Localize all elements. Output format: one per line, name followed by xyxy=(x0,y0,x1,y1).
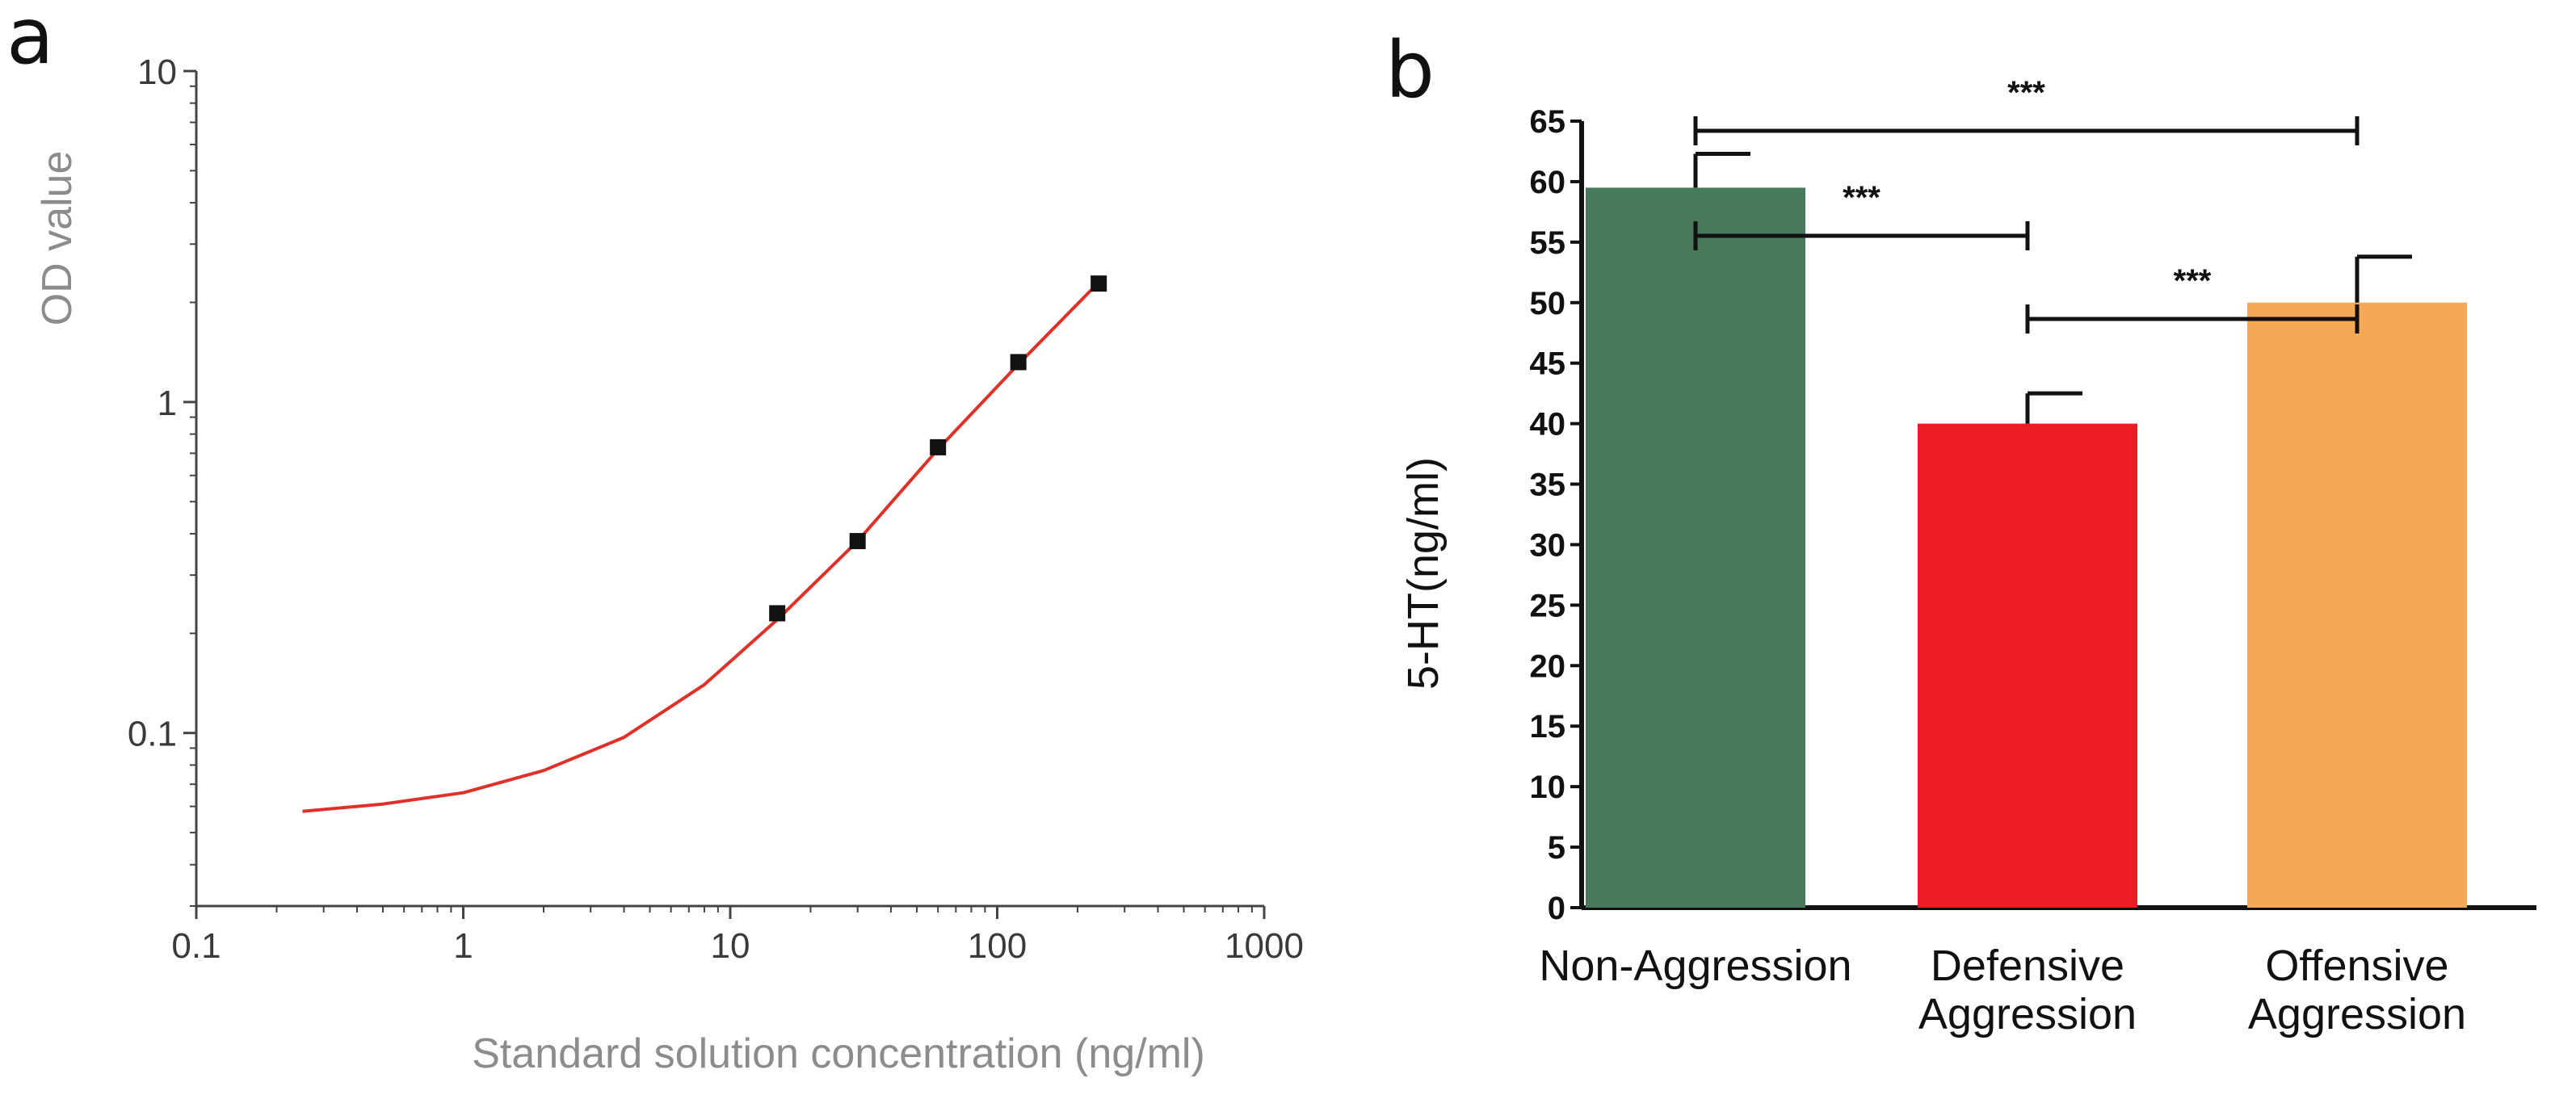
panel-b-chart: 0 5 10 15 20 25 30 35 40 45 50 55 60 65 Non-Aggression… xyxy=(1530,75,2536,1038)
panel-a-data-point xyxy=(930,438,947,455)
panel-a-data-point xyxy=(1090,275,1107,292)
panel-b-y-tick-label: 65 xyxy=(1530,104,1566,140)
panel-b-category-label: Defensive xyxy=(1931,942,2124,990)
panel-b-y-tick-label: 25 xyxy=(1530,588,1566,623)
panel-b-y-tick-label: 0 xyxy=(1548,891,1565,926)
panel-b-y-tick-label: 5 xyxy=(1548,830,1565,866)
panel-a-chart: 0.1 1 10 100 1000 0.1 1 10 xyxy=(128,52,1304,966)
panel-b-category-label: Aggression xyxy=(1918,990,2137,1038)
panel-a-x-tick-label: 0.1 xyxy=(171,926,221,966)
panel-b-y-axis-label: 5-HT(ng/ml) xyxy=(1399,457,1448,690)
panel-b-y-tick-label: 45 xyxy=(1530,346,1566,382)
panel-a-y-tick-label: 1 xyxy=(158,384,177,423)
panel-b-category-label: Offensive xyxy=(2265,942,2448,990)
panel-b-bar xyxy=(2247,302,2467,908)
panel-b-category-label: Aggression xyxy=(2248,990,2466,1038)
panel-b-y-tick-label: 30 xyxy=(1530,527,1566,563)
panel-b-y-tick-label: 40 xyxy=(1530,407,1566,443)
panel-b-significance-label: *** xyxy=(1843,180,1881,216)
panel-b-y-tick-label: 10 xyxy=(1530,770,1566,805)
panel-b-y-tick-label: 15 xyxy=(1530,709,1566,745)
panel-b-bar xyxy=(1586,187,1805,908)
panel-letter-b: b xyxy=(1385,25,1435,115)
panel-a-y-axis-label: OD value xyxy=(34,151,81,326)
panel-b-y-tick-label: 50 xyxy=(1530,286,1566,321)
panel-b-y-tick-label: 60 xyxy=(1530,165,1566,200)
panel-b-y-tick-label: 55 xyxy=(1530,225,1566,261)
panel-a-x-tick-label: 100 xyxy=(968,926,1027,966)
panel-a-x-tick-label: 1 xyxy=(453,926,473,966)
panel-a-y-tick-label: 0.1 xyxy=(128,715,177,754)
panel-b-y-tick-label: 35 xyxy=(1530,468,1566,503)
panel-b-significance-label: *** xyxy=(2007,75,2045,111)
panel-letter-a: a xyxy=(6,0,54,82)
panel-a-x-axis-label: Standard solution concentration (ng/ml) xyxy=(472,1030,1205,1077)
panel-b-bar xyxy=(1918,423,2137,908)
panel-b-significance-label: *** xyxy=(2174,263,2212,299)
panel-b-category-label: Non-Aggression xyxy=(1539,942,1851,990)
panel-a-fit-curve xyxy=(302,281,1100,813)
panel-a-data-point xyxy=(849,533,866,550)
panel-b-y-tick-label: 20 xyxy=(1530,648,1566,684)
panel-a-data-point xyxy=(769,605,786,622)
panel-a-data-point xyxy=(1010,354,1027,371)
panel-a-x-tick-label: 1000 xyxy=(1225,926,1304,966)
panel-a-y-tick-label: 10 xyxy=(137,52,177,92)
panel-a-x-tick-label: 10 xyxy=(711,926,750,966)
